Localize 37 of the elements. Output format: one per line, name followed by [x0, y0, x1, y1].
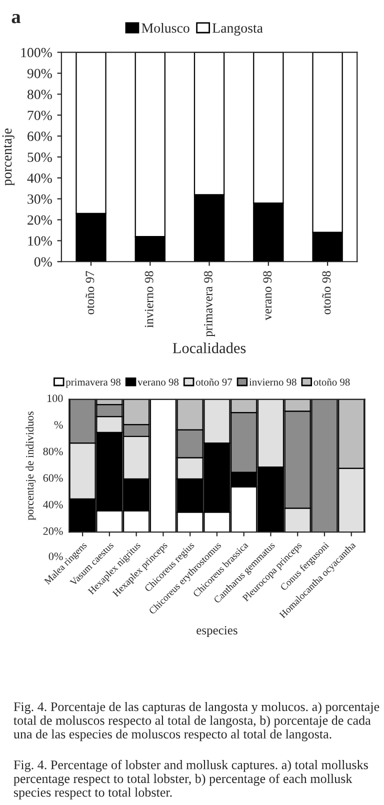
legend-label: primavera 98 [66, 378, 120, 388]
y-tick-label: 90% [27, 68, 52, 78]
y-tick-label: 50% [28, 152, 52, 162]
legend-label: verano 98 [138, 378, 179, 386]
y-tick-label: 40% [27, 173, 52, 183]
x-tick-label: primavera 98 [204, 271, 215, 337]
y-tick-label: 0% [34, 257, 52, 267]
x-axis-title: Localidades [172, 342, 246, 354]
y-tick-label: 70% [28, 110, 52, 120]
y-tick-label: 10% [28, 236, 52, 246]
y-tick-label: 80% [27, 90, 52, 100]
text: 60% [43, 474, 63, 482]
text: % [54, 421, 63, 429]
legend-label: Langosta [212, 24, 263, 36]
x-tick-label: verano 98 [263, 271, 272, 320]
y-axis-title: porcentaje [2, 128, 14, 186]
y-tick-label: 30% [28, 194, 52, 204]
y-tick-label: 100% [21, 48, 52, 58]
y-tick-label: 20% [28, 215, 52, 225]
text: 0% [48, 552, 63, 560]
x-tick-label: otoño 98 [322, 271, 331, 314]
legend-label: Molusco [142, 22, 190, 33]
y-axis-title: porcentaje de individuos [26, 411, 36, 520]
text: 80% [43, 448, 63, 456]
legend-label: invierno 98 [249, 378, 296, 386]
caption: Fig. 4. Percentage of lobster and mollusk captures. a) total mollusks percentage respect to total lobster, b) percentage of each mollusk species respect to total lobster. [14, 760, 368, 800]
y-tick-label: 60% [28, 132, 52, 142]
legend-label: otoño 97 [196, 378, 232, 386]
x-tick-label: invierno 98 [144, 271, 154, 328]
text: 100 [48, 394, 63, 402]
x-tick-label: otoño 97 [86, 271, 94, 314]
text: 40% [43, 500, 63, 508]
legend-label: otoño 98 [314, 378, 350, 386]
x-axis-title: especies [196, 626, 238, 637]
caption: Fig. 4. Porcentaje de las capturas de langosta y molucos. a) porcentaje total de moluscos respecto al total de langosta, b) porcentaje de cada una de las especies de moluscos respecto al total de langosta. [14, 702, 380, 742]
chart-title: a [12, 14, 21, 24]
text: 20% [43, 527, 63, 535]
